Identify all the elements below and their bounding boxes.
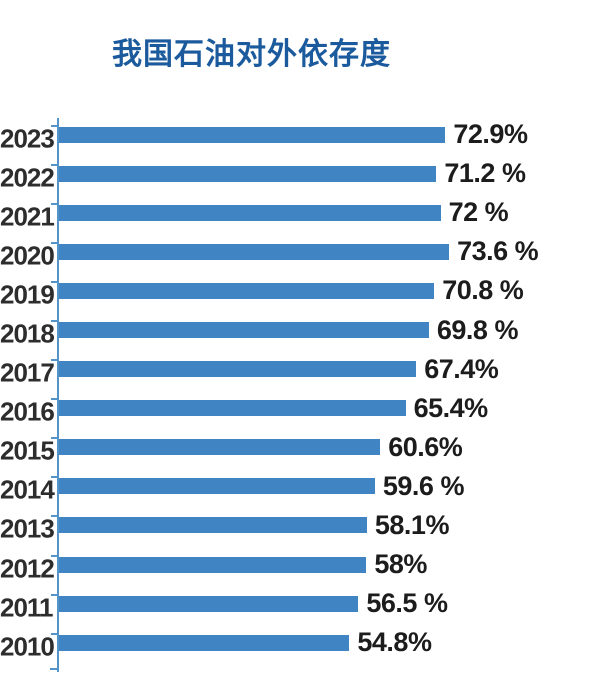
year-label: 2020: [0, 240, 55, 271]
bar-row: 2010 54.8%: [0, 623, 612, 662]
axis-tick-icon: [51, 124, 58, 127]
value-label: 71.2 %: [444, 158, 526, 189]
year-label: 2015: [0, 435, 55, 466]
year-label: 2019: [0, 279, 55, 310]
y-axis-line: [57, 118, 59, 672]
axis-end-tick-icon: [50, 668, 58, 670]
axis-tick-icon: [51, 202, 58, 205]
bar-row: 2022 71.2 %: [0, 154, 612, 193]
bar: [59, 517, 367, 534]
bar-row: 2014 59.6 %: [0, 467, 612, 506]
bar: [59, 282, 435, 299]
bar: [59, 126, 446, 143]
axis-tick-icon: [51, 593, 58, 596]
year-label: 2023: [0, 123, 55, 154]
year-label: 2012: [0, 553, 55, 584]
bar-chart: 2023 72.9% 2022 71.2 % 2021 72 % 2020 73.6 % 201…: [0, 115, 612, 677]
value-label: 65.4%: [413, 392, 489, 423]
bar: [59, 204, 441, 221]
axis-tick-icon: [51, 163, 58, 166]
year-label: 2014: [0, 474, 55, 505]
axis-tick-icon: [51, 241, 58, 244]
axis-tick-icon: [51, 632, 58, 635]
bar-row: 2021 72 %: [0, 193, 612, 232]
year-label: 2018: [0, 318, 55, 349]
value-label: 69.8 %: [436, 314, 519, 345]
bar: [59, 243, 450, 260]
axis-tick-icon: [51, 554, 58, 557]
axis-tick-icon: [51, 515, 58, 518]
value-label: 72.9%: [453, 119, 528, 150]
bar: [59, 556, 367, 573]
bar-row: 2020 73.6 %: [0, 232, 612, 271]
chart-title: 我国石油对外依存度: [112, 38, 391, 71]
axis-tick-icon: [51, 437, 58, 440]
bar: [59, 439, 381, 456]
bar-row: 2011 56.5 %: [0, 584, 612, 623]
value-label: 60.6%: [388, 431, 463, 462]
bar: [59, 361, 417, 378]
year-label: 2022: [0, 162, 55, 193]
axis-tick-icon: [51, 319, 58, 322]
bar-row: 2019 70.8 %: [0, 271, 612, 310]
bar: [59, 595, 359, 612]
bar-row: 2016 65.4%: [0, 389, 612, 428]
bar: [59, 634, 350, 651]
axis-tick-icon: [51, 476, 58, 479]
value-label: 59.6 %: [382, 470, 465, 501]
year-label: 2011: [0, 592, 53, 623]
bar-row: 2018 69.8 %: [0, 310, 612, 349]
value-label: 70.8 %: [442, 275, 524, 306]
value-label: 67.4%: [424, 353, 499, 384]
year-label: 2016: [0, 396, 55, 427]
axis-tick-icon: [51, 280, 58, 283]
bar-row: 2012 58%: [0, 545, 612, 584]
bar: [59, 478, 375, 495]
bar-row: 2015 60.6%: [0, 428, 612, 467]
value-label: 72 %: [448, 197, 509, 228]
bar-rows: 2023 72.9% 2022 71.2 % 2021 72 % 2020 73.6 % 201…: [0, 115, 612, 662]
bar: [59, 165, 437, 182]
bar-row: 2017 67.4%: [0, 350, 612, 389]
value-label: 54.8%: [357, 627, 432, 658]
value-label: 56.5 %: [366, 588, 448, 619]
bar: [59, 400, 406, 417]
bar-row: 2013 58.1%: [0, 506, 612, 545]
value-label: 58.1%: [374, 509, 450, 540]
year-label: 2013: [0, 513, 55, 544]
year-label: 2017: [0, 357, 55, 388]
bar-row: 2023 72.9%: [0, 115, 612, 154]
year-label: 2021: [0, 201, 55, 232]
year-label: 2010: [0, 631, 55, 662]
value-label: 58%: [374, 549, 427, 580]
axis-tick-icon: [51, 398, 58, 401]
axis-tick-icon: [51, 359, 58, 362]
bar: [59, 322, 429, 339]
value-label: 73.6 %: [457, 236, 539, 267]
